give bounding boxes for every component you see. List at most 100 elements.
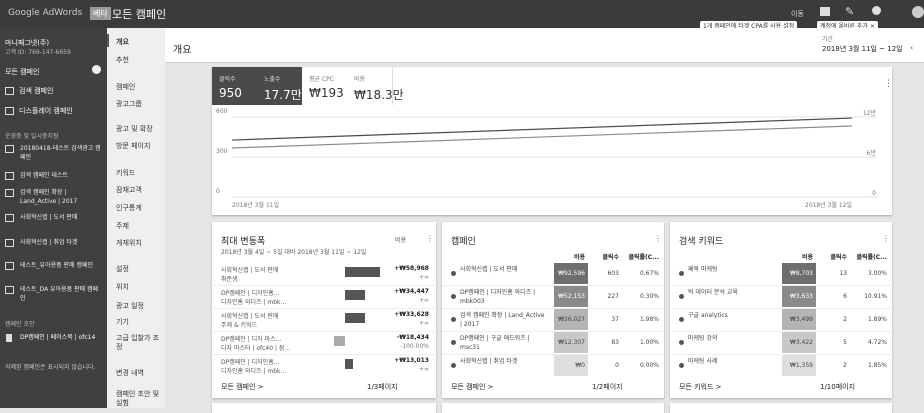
notice[interactable]: 계정에 올바른 추가 × xyxy=(817,21,878,30)
card-footer-link[interactable]: 모든 캠페인 > xyxy=(451,383,494,391)
metric-label: 노출수 xyxy=(264,76,281,83)
change-pct: +∞ xyxy=(418,274,429,281)
row-campaign[interactable]: 사회혁신랩 | 도서 판매 xyxy=(221,267,279,274)
metric-tab[interactable] xyxy=(347,67,393,105)
menu-item[interactable]: 위치 xyxy=(116,283,129,291)
menu-item[interactable]: 개요 xyxy=(116,38,129,46)
more-menu: ⋮ xyxy=(882,234,890,243)
row-name[interactable]: DP캠페인 | 구글 애드워즈 | msc31 xyxy=(460,335,530,351)
card-footer-link[interactable]: 모든 캠페인 > xyxy=(221,383,264,391)
period[interactable]: 2018년 3월 11일 ~ 12일 xyxy=(822,45,903,53)
metric-tab[interactable] xyxy=(302,67,348,105)
metric-select[interactable]: 비용 xyxy=(395,237,407,244)
metric-value: ₩193 xyxy=(309,86,344,100)
menu-item[interactable]: 고급 입찰가 조정 xyxy=(116,334,160,351)
menu-selected xyxy=(107,34,109,47)
cell: 2 xyxy=(843,362,847,369)
menu-item[interactable]: 캠페인 초안 및 실험 xyxy=(116,390,160,407)
menu-item[interactable]: 키워드 xyxy=(116,169,136,177)
tools-icon[interactable]: ✎ xyxy=(845,5,855,18)
card-footer-link[interactable]: 모든 키워드 > xyxy=(679,383,722,391)
menu-item[interactable]: 광고 일정 xyxy=(116,302,144,310)
campaign-icon xyxy=(5,107,14,115)
campaign-type[interactable]: 디스플레이 캠페인 xyxy=(5,106,73,116)
column-header[interactable]: 클릭수 xyxy=(602,254,619,261)
metric-value: 950 xyxy=(219,86,242,100)
column-header[interactable]: 클릭률(C... xyxy=(628,254,659,261)
cell: 2 xyxy=(843,316,847,323)
menu-item[interactable]: 잠재고객 xyxy=(116,186,142,194)
notice[interactable]: 1개 캠페인에 타겟 CPA를 사용 설정 xyxy=(700,21,798,30)
row-group: 디자인홈 와디즈 | mbk... xyxy=(221,368,287,375)
menu-item[interactable]: 광고 및 확장 xyxy=(116,125,153,133)
menu-item[interactable]: 광고그룹 xyxy=(116,100,142,108)
campaign-item[interactable]: 테스트_DA 유아용품 판매 캠페인 xyxy=(20,286,99,302)
campaign-item[interactable]: 20180418-테스트 검색광고 캠페인 xyxy=(20,145,101,161)
cell: 1.00% xyxy=(639,339,659,346)
row-name[interactable]: DP캠페인 | 디자인홈 와디즈 | mbk003 xyxy=(460,289,536,305)
row-divider xyxy=(670,308,892,309)
change-pct: +∞ xyxy=(418,297,429,304)
row-name[interactable]: 마케팅 사례 xyxy=(688,358,718,365)
row-name[interactable]: 사회혁신랩 | 도서 판매 xyxy=(460,266,518,273)
menu-item[interactable]: 설정 xyxy=(116,265,129,273)
help-icon[interactable] xyxy=(872,6,881,15)
change-bar xyxy=(345,313,365,323)
row-divider xyxy=(442,308,664,309)
row-name[interactable]: 구글 analytics xyxy=(688,312,728,319)
cell: 0.00% xyxy=(639,362,659,369)
row-campaign[interactable]: DP캠페인 | 디자인홈... xyxy=(221,359,280,366)
card-stub xyxy=(442,403,664,413)
menu-item[interactable]: 인구통계 xyxy=(116,204,142,212)
cell: 1.89% xyxy=(867,316,887,323)
cell: 6 xyxy=(843,293,847,300)
column-header[interactable]: 비용 xyxy=(801,254,813,261)
y2-tick-label: 12만 xyxy=(863,109,877,117)
menu-item[interactable]: 기기 xyxy=(116,318,129,326)
cell: ₩3,633 xyxy=(789,293,813,300)
cell: ₩8,703 xyxy=(789,270,813,277)
menu-item[interactable]: 방문 페이지 xyxy=(116,142,151,150)
metric-tab[interactable] xyxy=(257,67,303,105)
menu-item[interactable]: 추천 xyxy=(116,56,129,64)
column-header[interactable]: 클릭률(C... xyxy=(856,254,887,261)
cost-cell xyxy=(554,332,588,353)
row-name[interactable]: 검색 캠페인 확장 | Land_Active | 2017 xyxy=(460,312,545,328)
cell: 0 xyxy=(615,362,619,369)
campaign-item[interactable]: 사회혁신랩 | 도서 판매 xyxy=(20,214,78,221)
draft-item[interactable]: DP캠페인 | 페이스북 | ofc14 xyxy=(20,334,96,341)
metric-tab[interactable] xyxy=(212,67,258,105)
avatar[interactable] xyxy=(912,6,924,18)
row-name[interactable]: 마케팅 강의 xyxy=(688,335,718,342)
report-icon[interactable] xyxy=(820,7,830,16)
page-indicator: 1/2페이지 xyxy=(592,383,623,391)
row-campaign[interactable]: DP캠페인 | 디자인홈... xyxy=(221,290,280,297)
row-name[interactable]: 빅 데이터 분석 교육 xyxy=(688,289,738,296)
header: 개요 기간 2018년 3월 11일 ~ 12일 ‹ xyxy=(165,28,924,63)
campaign-item[interactable]: 테스트_유아용품 판매 캠페인 xyxy=(20,262,94,269)
all-campaigns[interactable]: 모든 캠페인 xyxy=(5,68,40,76)
campaign-type[interactable]: 검색 캠페인 xyxy=(5,86,53,96)
menu-item[interactable]: 주제 xyxy=(116,222,129,230)
all-toggle xyxy=(92,65,101,74)
period-arrows[interactable]: ‹ xyxy=(910,43,914,52)
menu-item[interactable]: 게재위치 xyxy=(116,239,142,247)
campaign-item[interactable]: 검색 캠페인 확장 | Land_Active | 2017 xyxy=(20,189,78,205)
row-name[interactable]: 사회혁신랩 | 취업 타겟 xyxy=(460,358,518,365)
badge: 베타 xyxy=(90,7,111,20)
menu-item[interactable]: 캠페인 xyxy=(116,83,136,91)
go-button[interactable]: 이동 xyxy=(791,10,804,18)
cell: ₩26,027 xyxy=(558,316,585,323)
row-campaign[interactable]: DP캠페인 | 디자 마스... xyxy=(221,336,282,343)
status-dot xyxy=(679,363,684,368)
column-header[interactable]: 클릭수 xyxy=(830,254,847,261)
header-title: 개요 xyxy=(173,45,192,56)
column-header[interactable]: 비용 xyxy=(573,254,585,261)
page-title[interactable]: 모든 캠페인 xyxy=(112,8,167,21)
menu-item[interactable]: 변경 내역 xyxy=(116,369,144,377)
campaign-item[interactable]: 검색 캠페인 테스트 xyxy=(20,172,68,179)
row-name[interactable]: 페북 마케팅 xyxy=(688,266,718,273)
row-campaign[interactable]: 사회혁신랩 | 도서 판매 xyxy=(221,313,279,320)
cell: 37 xyxy=(611,316,619,323)
campaign-item[interactable]: 사회혁신랩 | 취업 타겟 xyxy=(20,239,78,246)
